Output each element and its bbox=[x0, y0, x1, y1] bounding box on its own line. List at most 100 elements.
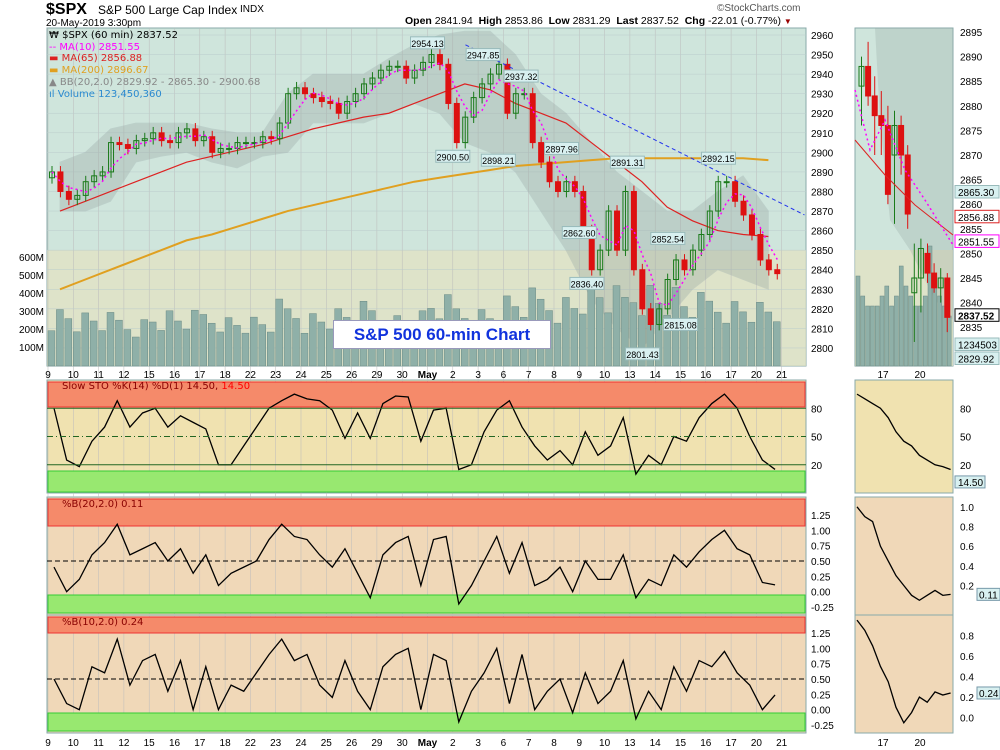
volume-bar bbox=[570, 308, 579, 367]
pctb20-axis-label: 0.50 bbox=[811, 557, 831, 568]
volume-bar bbox=[705, 300, 713, 367]
volume-bar bbox=[258, 324, 267, 367]
mini-pctb20-panel bbox=[854, 496, 954, 616]
mini-pctb20-axis-label: 1.0 bbox=[960, 503, 974, 514]
date-label-bottom: 14 bbox=[650, 738, 662, 749]
mini-volume-bar bbox=[927, 245, 933, 367]
mini-volume-bar bbox=[903, 285, 909, 367]
candle-up bbox=[108, 142, 115, 173]
price-annotation-box bbox=[561, 226, 597, 240]
price-annotation-box bbox=[503, 69, 539, 83]
price-annotation: 2937.32 bbox=[505, 72, 538, 82]
candle-down bbox=[167, 140, 174, 144]
mini-pctb10-axis-label: 0.6 bbox=[960, 652, 974, 663]
mini-candle-up bbox=[911, 277, 918, 294]
volume-bar bbox=[140, 319, 148, 367]
candle-up bbox=[495, 63, 502, 75]
volume-bar bbox=[207, 322, 216, 367]
ma200-line bbox=[59, 157, 769, 291]
candle-down bbox=[555, 181, 561, 192]
price-annotation-box bbox=[663, 317, 698, 331]
mini-pctb20-axis-label: 0.2 bbox=[960, 582, 974, 593]
date-label-bottom: 25 bbox=[321, 738, 333, 749]
date-label-top: 22 bbox=[245, 370, 257, 381]
pctb20-axis-label: 0.75 bbox=[811, 542, 831, 553]
price-axis-label: 2800 bbox=[811, 344, 834, 355]
date-label-top: 13 bbox=[624, 370, 636, 381]
date-label-bottom: 30 bbox=[397, 738, 409, 749]
mini-pctb10-axis-label: 0.8 bbox=[960, 632, 974, 643]
mini-price-axis-label: 2875 bbox=[960, 126, 983, 137]
price-annotation: 2947.85 bbox=[467, 51, 500, 61]
volume-bar bbox=[300, 332, 309, 367]
date-label-top: 8 bbox=[551, 370, 557, 381]
mini-price-axis-label: 2860 bbox=[960, 200, 983, 211]
mini-volume-bar bbox=[898, 265, 904, 367]
volume-bar bbox=[680, 306, 688, 367]
price-axis-label: 2840 bbox=[811, 266, 834, 277]
candle-down bbox=[310, 93, 317, 99]
price-annotation: 2852.54 bbox=[652, 234, 685, 244]
date-label-bottom: 15 bbox=[144, 738, 156, 749]
mini-volume-bar bbox=[884, 285, 890, 367]
date-label-bottom: 16 bbox=[169, 738, 181, 749]
date-label-top: 10 bbox=[68, 370, 80, 381]
price-axis-label: 2850 bbox=[811, 246, 834, 257]
candle-down bbox=[757, 234, 764, 261]
price-annotation: 2892.15 bbox=[702, 154, 735, 164]
candle-icon: ₩ bbox=[49, 30, 59, 41]
volume-bar bbox=[148, 321, 157, 367]
candle-up bbox=[133, 140, 140, 149]
mini-price-axis-label: 2895 bbox=[960, 28, 983, 39]
price-annotation: 2836.40 bbox=[571, 279, 604, 289]
candle-down bbox=[327, 101, 334, 104]
candle-up bbox=[377, 69, 384, 79]
mini-price-axis-label: 2870 bbox=[960, 151, 983, 162]
mini-volume-bar bbox=[908, 295, 914, 367]
pctb20-axis-label: 0.00 bbox=[811, 588, 831, 599]
candle-up bbox=[293, 87, 300, 95]
high-label: High bbox=[478, 15, 502, 27]
price-axis-label: 2870 bbox=[811, 207, 834, 218]
price-axis-label: 2940 bbox=[811, 70, 834, 81]
mini-date-label-top: 17 bbox=[877, 370, 889, 381]
low-value: 2831.29 bbox=[572, 15, 611, 27]
candle-down bbox=[529, 93, 536, 144]
volume-axis-label: 100M bbox=[19, 343, 44, 354]
pctb20-overbought-zone bbox=[47, 498, 806, 527]
open-value: 2841.94 bbox=[434, 15, 473, 27]
candle-down bbox=[302, 87, 308, 95]
pctb10-overbought-zone bbox=[47, 616, 806, 634]
mini-pctb10-line bbox=[856, 619, 951, 724]
mini-price-axis-label: 2835 bbox=[960, 323, 983, 334]
mini-price-axis-label: 2885 bbox=[960, 77, 983, 88]
volume-bar bbox=[267, 331, 275, 367]
chg-value: -22.01 (-0.77%) bbox=[708, 15, 781, 27]
pctb20-axis-label: 1.00 bbox=[811, 526, 831, 537]
mini-pctb20-axis-label: 0.4 bbox=[960, 562, 974, 573]
last-value: 2837.52 bbox=[640, 15, 679, 27]
date-label-top: 29 bbox=[371, 370, 383, 381]
volume-bar bbox=[73, 331, 81, 367]
pctb10-axis-label: 1.25 bbox=[811, 629, 831, 640]
date-label-top: 14 bbox=[650, 370, 662, 381]
mini-volume-bar bbox=[932, 275, 938, 367]
volume-bar bbox=[233, 325, 241, 367]
sto-axis-label: 20 bbox=[811, 461, 823, 472]
pctb10-axis-label: 0.25 bbox=[811, 690, 831, 701]
volume-bar bbox=[56, 309, 64, 367]
candle-up bbox=[428, 54, 435, 63]
mini-candle-up bbox=[937, 277, 944, 289]
volume-bar bbox=[174, 320, 182, 367]
mini-volume-bar bbox=[874, 305, 880, 367]
candle-up bbox=[462, 116, 469, 144]
price-axis-label: 2860 bbox=[811, 227, 834, 238]
candle-down bbox=[647, 308, 654, 325]
legend-ma10: -- MA(10) 2851.55 bbox=[49, 41, 140, 53]
date-label-bottom: 12 bbox=[118, 738, 130, 749]
volume-bar bbox=[47, 330, 56, 367]
last-label: Last bbox=[616, 15, 638, 27]
chg-label: Chg bbox=[684, 15, 706, 27]
volume-bar bbox=[713, 311, 722, 367]
